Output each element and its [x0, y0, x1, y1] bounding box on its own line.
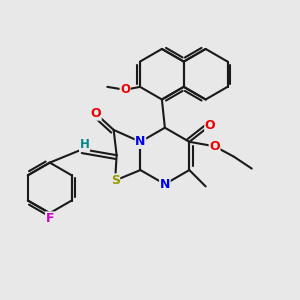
Text: N: N: [160, 178, 170, 191]
Text: N: N: [135, 135, 146, 148]
Text: O: O: [120, 83, 130, 96]
Text: O: O: [209, 140, 220, 153]
Text: O: O: [91, 107, 101, 120]
Text: F: F: [46, 212, 54, 225]
Text: S: S: [111, 174, 120, 187]
Text: H: H: [80, 138, 89, 151]
Text: O: O: [205, 119, 215, 132]
